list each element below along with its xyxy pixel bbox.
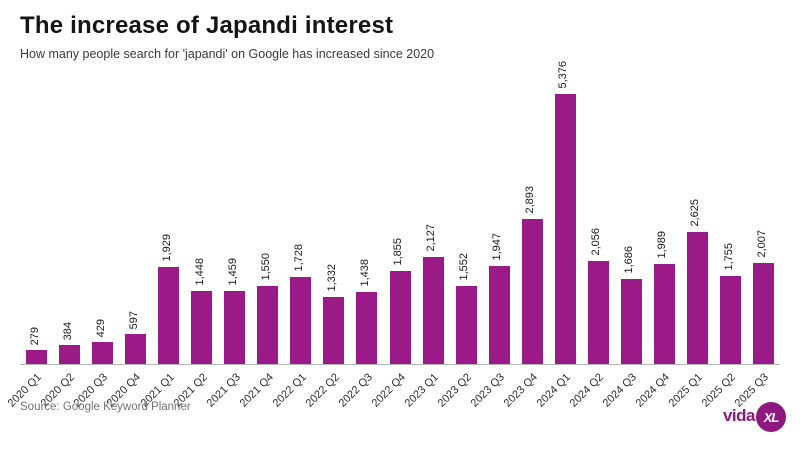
bar-value-label: 1,855	[392, 238, 405, 266]
chart-title: The increase of Japandi interest	[20, 12, 394, 39]
bar-value-label: 597	[127, 310, 140, 329]
bar-value-label: 384	[61, 321, 74, 340]
bar	[356, 292, 378, 364]
x-axis-label: 2024 Q1	[534, 371, 574, 410]
bar	[620, 279, 642, 364]
chart-subtitle: How many people search for 'japandi' on …	[20, 47, 435, 61]
bar-value-label: 1,332	[325, 264, 338, 292]
bar-column: 1,438 2022 Q3	[336, 95, 383, 410]
bar-column: 1,755 2025 Q2	[700, 95, 747, 410]
bar-column: 597 2020 Q4	[105, 95, 152, 410]
bar-column: 1,929 2021 Q1	[138, 95, 185, 410]
bar-value-label: 1,989	[656, 231, 669, 259]
vidaxl-logo: vida XL	[723, 402, 786, 432]
bar	[125, 334, 147, 364]
bar-value-label: 1,552	[458, 253, 471, 281]
bar	[587, 261, 609, 364]
bar-column: 2,007 2025 Q3	[733, 95, 780, 410]
x-axis-label: 2023 Q1	[402, 371, 441, 410]
bar-column: 384 2020 Q2	[39, 95, 86, 410]
bar-value-label: 279	[28, 326, 41, 345]
x-axis-label: 2024 Q4	[633, 371, 673, 410]
bar-value-label: 1,755	[722, 243, 735, 271]
bar	[488, 266, 510, 364]
bar-value-label: 2,625	[689, 199, 702, 227]
bar	[422, 257, 444, 364]
bar	[686, 232, 708, 364]
x-axis-label: 2022 Q4	[369, 371, 408, 410]
vidaxl-logo-text: vida	[722, 406, 756, 425]
bar-column: 2,127 2023 Q1	[403, 95, 450, 410]
bar-column: 429 2020 Q3	[72, 95, 119, 410]
bar-column: 5,376 2024 Q1	[535, 61, 582, 410]
x-axis-label: 2023 Q3	[468, 371, 507, 410]
x-axis-label: 2025 Q1	[666, 371, 706, 410]
bar	[455, 286, 477, 364]
bar-column: 1,686 2024 Q3	[601, 95, 648, 410]
bar-column: 1,332 2022 Q2	[303, 95, 350, 410]
vidaxl-logo-badge-icon: XL	[756, 402, 786, 432]
bar	[191, 291, 213, 364]
bar-column: 1,947 2023 Q3	[469, 95, 516, 410]
x-axis-label: 2021 Q4	[237, 371, 276, 410]
bar-value-label: 2,893	[524, 186, 537, 214]
bar-value-label: 1,459	[226, 258, 239, 286]
bar-value-label: 1,929	[160, 234, 173, 262]
bar-value-label: 1,448	[193, 258, 206, 286]
source-attribution: Source: Google Keyword Planner	[20, 401, 191, 413]
bar-value-label: 1,550	[259, 253, 272, 281]
bar-value-label: 1,686	[623, 246, 636, 274]
bar-value-label: 1,728	[292, 244, 305, 272]
bar	[224, 291, 246, 364]
x-axis-label: 2023 Q2	[435, 371, 474, 410]
bar	[521, 219, 543, 364]
bar	[290, 277, 312, 364]
bar-column: 2,056 2024 Q2	[568, 95, 615, 410]
x-axis-label: 2022 Q1	[270, 371, 309, 410]
bar-column: 1,552 2023 Q2	[436, 95, 483, 410]
bar-value-label: 2,056	[590, 228, 603, 256]
bar-column: 2,625 2025 Q1	[667, 95, 714, 410]
x-axis-label: 2024 Q2	[567, 371, 607, 410]
x-axis-label: 2022 Q3	[336, 371, 375, 410]
bar-column: 1,989 2024 Q4	[634, 95, 681, 410]
bar-column: 279 2020 Q1	[6, 95, 53, 410]
bar-column: 1,855 2022 Q4	[369, 95, 417, 410]
bar-column: 1,459 2021 Q3	[204, 95, 251, 410]
bar	[554, 94, 576, 364]
bar	[158, 267, 180, 364]
bar	[92, 342, 114, 364]
bar	[720, 276, 741, 364]
bar-value-label: 2,127	[425, 224, 438, 252]
bar-value-label: 1,947	[491, 233, 504, 261]
bar	[323, 297, 345, 364]
bar	[753, 263, 775, 364]
x-axis-label: 2024 Q3	[600, 371, 640, 410]
x-axis-label: 2021 Q3	[204, 371, 243, 410]
bar-column: 2,893 2023 Q4	[502, 95, 549, 410]
x-axis-label: 2023 Q4	[501, 371, 541, 410]
bar-chart-plot-area: 279 2020 Q1 384 2020 Q2 429 2020 Q3 597 2020 Q4…	[6, 61, 780, 410]
bar-value-label: 5,376	[557, 61, 570, 89]
bar	[26, 350, 48, 364]
bar	[257, 286, 279, 364]
bar	[59, 345, 81, 364]
bar-value-label: 1,438	[358, 259, 371, 287]
bar-value-label: 429	[94, 318, 107, 337]
bar	[389, 271, 411, 364]
bar-column: 1,550 2021 Q4	[237, 95, 284, 410]
bar-column: 1,448 2021 Q2	[171, 95, 218, 410]
bar	[653, 264, 675, 364]
x-axis-label: 2022 Q2	[303, 371, 342, 410]
bar-column: 1,728 2022 Q1	[270, 95, 317, 410]
bar-value-label: 2,007	[755, 230, 768, 258]
